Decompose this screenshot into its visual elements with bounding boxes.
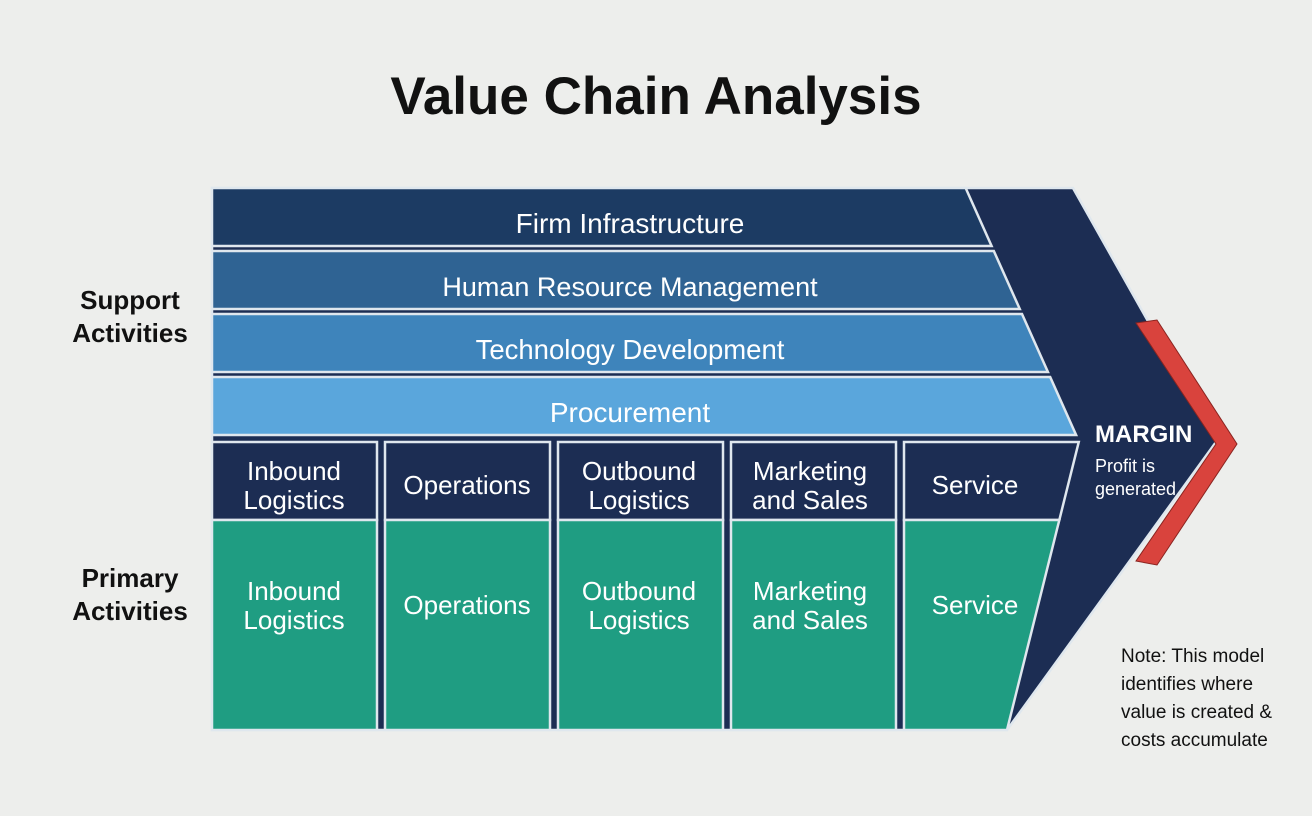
svg-text:Logistics: Logistics xyxy=(243,485,344,515)
svg-text:Operations: Operations xyxy=(403,470,530,500)
svg-text:Inbound: Inbound xyxy=(247,456,341,486)
svg-text:Inbound: Inbound xyxy=(247,576,341,606)
svg-text:generated: generated xyxy=(1095,479,1176,499)
svg-text:Logistics: Logistics xyxy=(588,605,689,635)
svg-text:Marketing: Marketing xyxy=(753,456,867,486)
svg-text:Profit is: Profit is xyxy=(1095,456,1155,476)
svg-text:Primary: Primary xyxy=(82,563,179,593)
svg-text:identifies where: identifies where xyxy=(1121,674,1253,695)
svg-text:Note: This model: Note: This model xyxy=(1121,646,1264,667)
svg-text:Logistics: Logistics xyxy=(243,605,344,635)
svg-text:Activities: Activities xyxy=(72,596,188,626)
svg-text:Technology Development: Technology Development xyxy=(476,334,785,365)
svg-text:and Sales: and Sales xyxy=(752,485,868,515)
svg-text:Outbound: Outbound xyxy=(582,456,696,486)
svg-text:Firm Infrastructure: Firm Infrastructure xyxy=(516,208,745,239)
svg-text:Service: Service xyxy=(932,590,1019,620)
svg-text:Human Resource Management: Human Resource Management xyxy=(442,272,818,302)
svg-text:and Sales: and Sales xyxy=(752,605,868,635)
svg-text:Outbound: Outbound xyxy=(582,576,696,606)
svg-text:Procurement: Procurement xyxy=(550,397,711,428)
svg-text:MARGIN: MARGIN xyxy=(1095,421,1192,448)
svg-text:Support: Support xyxy=(80,285,180,315)
svg-text:Service: Service xyxy=(932,470,1019,500)
svg-text:costs accumulate: costs accumulate xyxy=(1121,730,1268,751)
svg-text:Marketing: Marketing xyxy=(753,576,867,606)
svg-text:Logistics: Logistics xyxy=(588,485,689,515)
svg-text:Operations: Operations xyxy=(403,590,530,620)
svg-text:value is created &: value is created & xyxy=(1121,702,1272,723)
svg-text:Activities: Activities xyxy=(72,318,188,348)
